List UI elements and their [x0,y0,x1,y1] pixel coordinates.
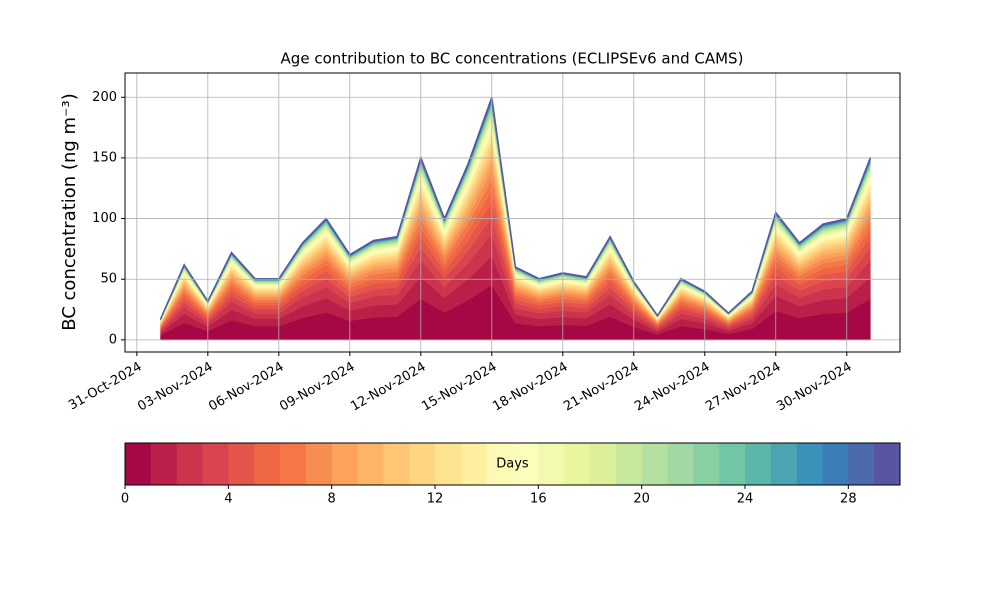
y-tick-label: 200 [92,90,117,105]
colorbar-segment [383,443,410,485]
y-axis-label: BC concentration (ng m⁻³) [59,93,80,331]
colorbar-tick-label: 20 [633,492,650,507]
colorbar-segment [280,443,307,485]
colorbar-segment [357,443,384,485]
colorbar-tick-label: 28 [840,492,857,507]
colorbar-label: Days [496,457,529,472]
chart-title: Age contribution to BC concentrations (E… [281,50,744,68]
colorbar-segment [305,443,333,485]
colorbar-segment [538,443,565,485]
colorbar-segment [331,443,358,485]
colorbar-segment [590,443,617,485]
colorbar-tick-label: 8 [328,492,336,507]
colorbar-segment [745,443,772,485]
y-tick-label: 150 [92,150,117,165]
colorbar-segment [874,443,901,485]
colorbar-segment [770,443,798,485]
colorbar-segment [125,443,152,485]
colorbar-segment [564,443,591,485]
colorbar-segment [719,443,746,485]
colorbar-tick-label: 12 [427,492,444,507]
colorbar-tick-label: 4 [224,492,232,507]
colorbar-segment [228,443,255,485]
colorbar-segment [693,443,720,485]
colorbar-segment [512,443,539,485]
colorbar-tick-label: 16 [530,492,547,507]
plot-frame [124,72,901,353]
colorbar-segment [796,443,823,485]
colorbar-tick-label: 24 [737,492,754,507]
colorbar-segment [176,443,203,485]
y-tick-label: 0 [109,332,117,347]
colorbar-segment [202,443,229,485]
colorbar-segment [822,443,849,485]
colorbar-segment [150,443,178,485]
colorbar-tick-label: 0 [121,492,129,507]
colorbar-segment [460,443,488,485]
colorbar-frame [124,442,901,486]
colorbar-segment [254,443,281,485]
colorbar-segment [486,443,513,485]
colorbar-segment [848,443,875,485]
colorbar-segment [667,443,694,485]
colorbar-segment [641,443,668,485]
colorbar-segment [409,443,436,485]
colorbar-segment [615,443,643,485]
y-tick-label: 100 [92,211,117,226]
colorbar-segment [435,443,462,485]
y-tick-label: 50 [100,272,117,287]
